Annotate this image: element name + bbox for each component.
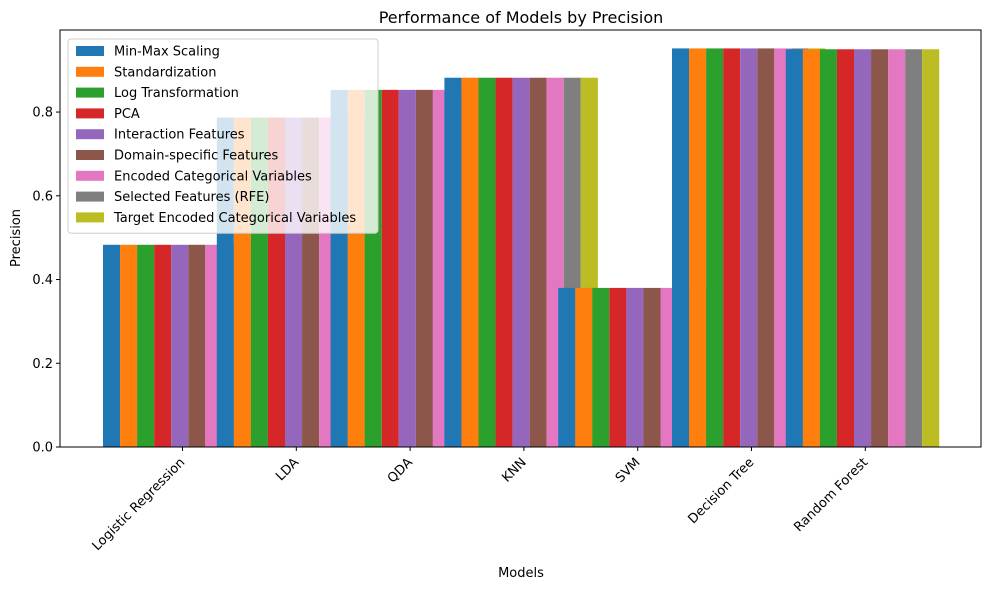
legend-swatch (76, 46, 104, 56)
chart-title: Performance of Models by Precision (379, 8, 664, 27)
legend-swatch (76, 129, 104, 140)
legend-box (67, 38, 379, 234)
legend-swatch (76, 87, 104, 98)
bar-4-4 (626, 287, 644, 447)
bar-3-5 (723, 48, 741, 448)
bar-2-6 (819, 49, 837, 447)
bar-0-6 (785, 49, 803, 447)
bar-3-4 (609, 287, 627, 447)
legend-label: Interaction Features (114, 128, 245, 143)
bar-2-0 (137, 244, 155, 447)
bar-4-3 (512, 77, 530, 447)
axes-frame (59, 29, 982, 448)
legend-swatch (76, 191, 104, 202)
legend-label: Encoded Categorical Variables (114, 169, 312, 184)
y-tick-label: 0.2 (32, 357, 53, 372)
bar-4-5 (740, 48, 758, 448)
legend-label: Selected Features (RFE) (114, 190, 269, 205)
legend-label: Domain-specific Features (114, 149, 279, 164)
y-tick-label: 0.0 (32, 441, 53, 456)
bar-1-0 (120, 244, 138, 447)
bar-1-3 (461, 77, 479, 447)
legend-label: Min-Max Scaling (114, 45, 220, 60)
bar-2-4 (592, 287, 610, 447)
legend: Min-Max Scaling Standardization Log Transf… (67, 38, 379, 234)
bar-1-6 (802, 49, 820, 447)
bar-4-2 (398, 89, 416, 448)
legend-swatch (76, 212, 104, 223)
bar-5-3 (529, 77, 547, 447)
bar-6-6 (888, 49, 906, 447)
bar-2-5 (706, 48, 724, 448)
y-tick-label: 0.8 (32, 106, 53, 121)
bar-7-6 (905, 49, 923, 447)
legend-label: PCA (114, 107, 140, 122)
bar-3-2 (381, 89, 399, 448)
bar-1-4 (575, 287, 593, 447)
bar-2-3 (478, 77, 496, 447)
legend-swatch (76, 66, 104, 77)
bar-0-0 (103, 244, 121, 447)
legend-swatch (76, 150, 104, 160)
bar-5-5 (757, 48, 775, 448)
bar-3-6 (836, 49, 854, 447)
y-tick-label: 0.4 (32, 273, 53, 288)
legend-label: Log Transformation (114, 86, 239, 101)
bar-0-5 (672, 48, 690, 448)
x-axis-title: Models (498, 566, 544, 581)
bar-0-3 (444, 77, 462, 447)
legend-swatch (76, 170, 104, 181)
y-tick-label: 0.6 (32, 189, 53, 204)
bar-8-6 (922, 49, 940, 447)
bar-3-3 (495, 77, 513, 447)
legend-swatch (76, 108, 104, 119)
legend-label: Target Encoded Categorical Variables (113, 211, 356, 226)
legend-label: Standardization (114, 65, 216, 80)
bar-4-6 (854, 49, 872, 447)
bar-4-0 (171, 244, 189, 447)
bars-group (103, 48, 940, 448)
bar-1-5 (689, 48, 707, 448)
bar-5-2 (415, 89, 433, 448)
bar-5-4 (643, 287, 661, 447)
y-axis: 0.0 0.2 0.4 0.6 0.8 (32, 106, 60, 456)
bar-0-4 (558, 287, 576, 447)
bar-5-0 (188, 244, 206, 447)
bar-5-6 (871, 49, 889, 447)
bar-3-0 (154, 244, 172, 447)
y-axis-title: Precision (9, 209, 24, 267)
